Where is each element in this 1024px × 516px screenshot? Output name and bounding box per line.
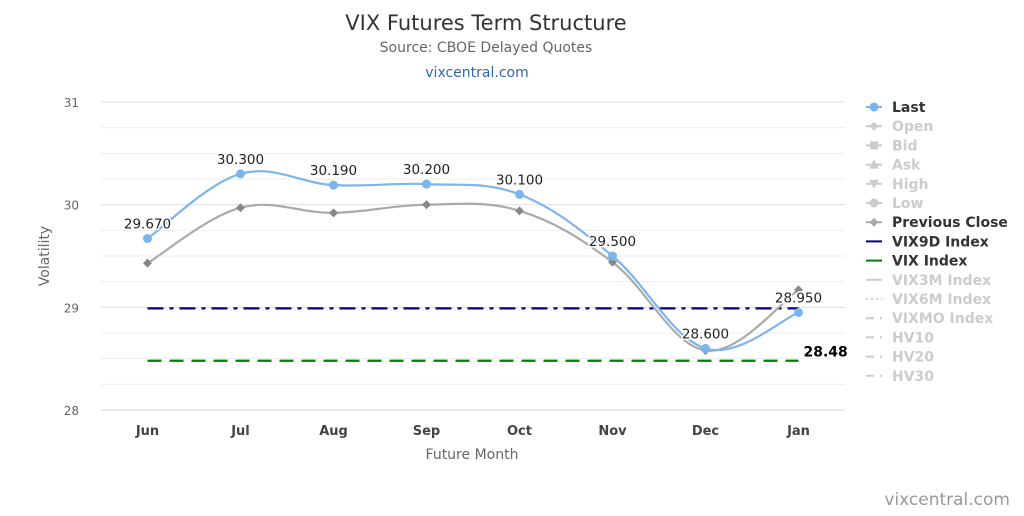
data-point — [794, 307, 803, 317]
source-link[interactable]: vixcentral.com — [425, 65, 528, 81]
data-label: 30.200 — [403, 162, 450, 178]
legend-diamond-icon — [869, 217, 879, 227]
x-tick-label: Jun — [135, 424, 159, 439]
x-tick-label: Sep — [413, 424, 441, 439]
x-tick-label: Oct — [507, 424, 532, 439]
x-tick-label: Jan — [786, 424, 810, 439]
data-point — [515, 206, 524, 216]
axes: 28 29 30 31 Jun Jul Aug Sep Oct Nov Dec Jan — [64, 96, 845, 439]
legend-label: VIX3M Index — [892, 273, 991, 289]
legend-diamond-icon — [869, 121, 879, 131]
legend-square-icon — [870, 141, 878, 150]
legend-label: Ask — [892, 158, 921, 174]
legend-item[interactable]: Low — [866, 196, 924, 212]
legend-item[interactable]: Previous Close — [866, 215, 1008, 231]
x-tick-label: Dec — [692, 424, 719, 439]
data-point — [422, 179, 431, 189]
y-axis-title: Volatility — [37, 226, 53, 286]
constant-end-label: 28.48 — [804, 345, 848, 361]
chart-title: VIX Futures Term Structure — [345, 11, 626, 35]
data-point — [701, 343, 710, 353]
series-line — [146, 170, 799, 352]
legend-label: High — [892, 177, 929, 193]
data-point — [608, 257, 617, 267]
legend-item[interactable]: Open — [866, 119, 933, 135]
data-point — [329, 180, 338, 190]
x-axis-title: Future Month — [426, 447, 519, 463]
legend-label: VIX6M Index — [892, 292, 991, 308]
data-label: 28.950 — [775, 290, 822, 306]
chart-subtitle: Source: CBOE Delayed Quotes — [380, 40, 593, 56]
data-label: 29.500 — [589, 234, 636, 250]
data-point — [515, 189, 524, 199]
data-label: 29.670 — [124, 217, 171, 233]
x-tick-label: Jul — [230, 424, 250, 439]
legend-label: VIX Index — [892, 254, 967, 270]
y-tick-label: 29 — [64, 301, 79, 315]
legend-label: Previous Close — [892, 215, 1008, 231]
data-point — [608, 251, 617, 261]
legend-label: Low — [892, 196, 924, 212]
legend-label: VIXMO Index — [892, 311, 993, 327]
legend-item[interactable]: Ask — [866, 158, 921, 174]
data-label: 30.190 — [310, 163, 357, 179]
data-point — [236, 203, 245, 213]
legend-circle-icon — [869, 102, 879, 112]
data-label: 30.100 — [496, 172, 543, 188]
legend-label: Last — [892, 100, 926, 116]
legend-item[interactable]: HV10 — [866, 330, 934, 346]
legend-item[interactable]: VIX Index — [866, 254, 967, 270]
x-tick-label: Aug — [319, 424, 348, 439]
legend-item[interactable]: HV20 — [866, 350, 934, 366]
data-label: 30.300 — [217, 152, 264, 168]
data-point — [329, 208, 338, 218]
y-tick-label: 31 — [64, 96, 79, 110]
y-tick-label: 28 — [64, 404, 79, 418]
credit-text[interactable]: vixcentral.com — [884, 490, 1010, 510]
y-tick-label: 30 — [64, 199, 79, 213]
x-tick-label: Nov — [598, 424, 627, 439]
data-point — [236, 169, 245, 179]
data-point — [794, 285, 803, 295]
legend-item[interactable]: VIXMO Index — [866, 311, 993, 327]
data-point — [143, 258, 152, 268]
legend-item[interactable]: Last — [866, 100, 926, 116]
legend-label: HV10 — [892, 330, 934, 346]
legend-label: HV20 — [892, 350, 934, 366]
legend-item[interactable]: VIX9D Index — [866, 234, 989, 250]
data-point — [143, 234, 152, 244]
series — [143, 169, 803, 362]
legend: Last Open Bid Ask High Low Previous Close VIX9D… — [866, 100, 1008, 385]
data-labels: 28.48 29.670 30.300 30.190 30.200 30.100 29.50… — [122, 150, 848, 361]
legend-triangle-down-icon — [869, 179, 879, 189]
legend-item[interactable]: VIX3M Index — [866, 273, 991, 289]
legend-item[interactable]: HV30 — [866, 369, 934, 385]
grid-lines — [101, 101, 845, 411]
data-point — [422, 200, 431, 210]
data-label: 28.600 — [682, 326, 729, 342]
legend-label: VIX9D Index — [892, 234, 989, 250]
legend-item[interactable]: VIX6M Index — [866, 292, 991, 308]
legend-item[interactable]: High — [866, 177, 929, 193]
legend-item[interactable]: Bid — [866, 138, 918, 154]
legend-triangle-icon — [869, 159, 879, 169]
legend-circle-icon — [869, 198, 879, 208]
legend-label: Bid — [892, 138, 918, 154]
legend-label: HV30 — [892, 369, 934, 385]
legend-label: Open — [892, 119, 933, 135]
